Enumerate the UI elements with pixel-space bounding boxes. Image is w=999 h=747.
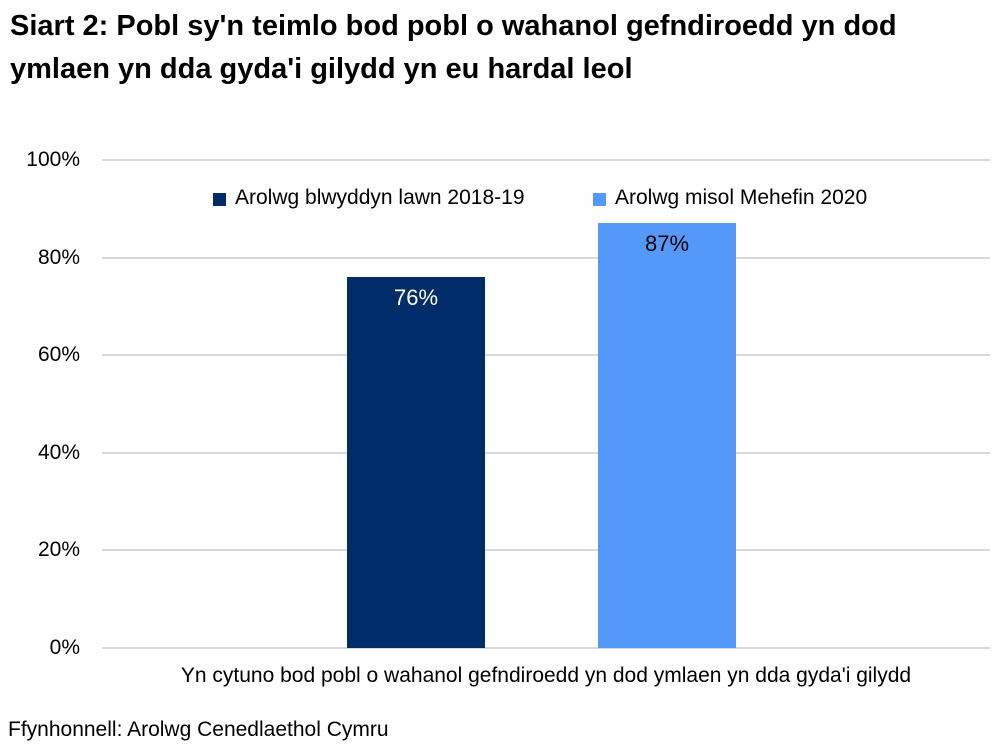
bar-value-label: 76% <box>393 285 439 310</box>
legend-item-2018-19: Arolwg blwyddyn lawn 2018-19 <box>213 184 525 212</box>
gridline <box>102 451 990 454</box>
gridline <box>102 647 990 649</box>
y-tick-label: 0% <box>49 636 80 659</box>
legend-label: Arolwg misol Mehefin 2020 <box>615 186 868 209</box>
legend-label: Arolwg blwyddyn lawn 2018-19 <box>235 186 525 209</box>
bar-2018-19: 76% <box>347 277 485 648</box>
y-tick-label: 40% <box>37 440 80 464</box>
legend-item-mehefin-2020: Arolwg misol Mehefin 2020 <box>593 184 867 212</box>
y-tick-label: 100% <box>26 148 80 171</box>
bar-mehefin-2020: 87% <box>598 223 736 648</box>
y-tick-label: 60% <box>37 343 80 367</box>
chart-title: Siart 2: Pobl sy'n teimlo bod pobl o wah… <box>10 10 897 85</box>
gridline <box>102 159 990 161</box>
source-note: Ffynhonnell: Arolwg Cenedlaethol Cymru <box>8 718 389 741</box>
gridline <box>102 256 990 259</box>
legend-swatch-icon <box>213 192 226 206</box>
legend-swatch-icon <box>593 192 606 206</box>
y-tick-label: 80% <box>37 245 80 269</box>
bar-value-label: 87% <box>644 231 690 256</box>
gridline <box>102 354 990 357</box>
x-axis-category-label: Yn cytuno bod pobl o wahanol gefndiroedd… <box>180 664 912 687</box>
gridline <box>102 549 990 552</box>
y-tick-label: 20% <box>37 538 80 562</box>
